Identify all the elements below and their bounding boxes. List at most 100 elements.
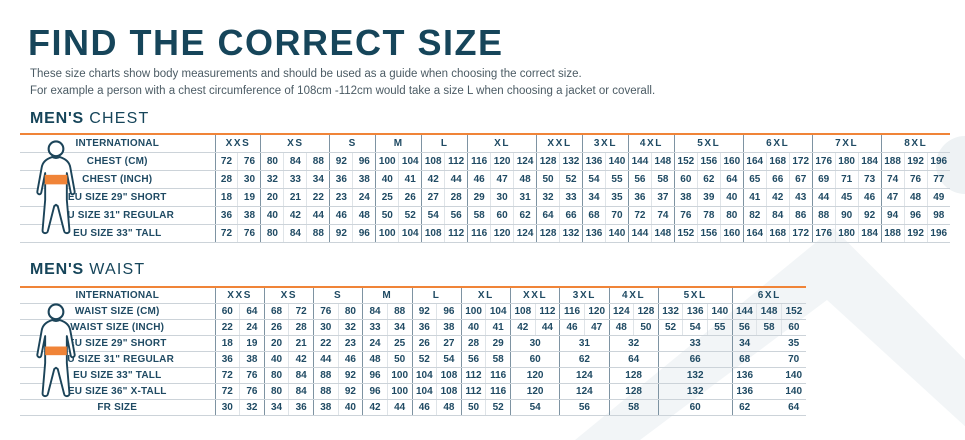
size-label: 3XL xyxy=(582,134,629,153)
waist-band-highlight xyxy=(45,346,67,356)
size-label: S xyxy=(329,134,376,153)
mens-waist-table: INTERNATIONAL XXS XS S M L XL XXL 3XL 4XL 5XL 6XL WA… xyxy=(20,286,806,416)
value-cell: 36 xyxy=(627,188,652,207)
value-cell: 64 xyxy=(239,303,265,320)
value-cell: 31 xyxy=(559,335,609,352)
value-cell: 22 xyxy=(306,188,330,207)
value-cell: 112 xyxy=(444,224,468,243)
size-label: 7XL xyxy=(811,134,882,153)
value-cell: 136 xyxy=(582,224,606,243)
value-cell: 26 xyxy=(263,319,289,336)
value-cell: 132 xyxy=(657,303,683,320)
value-cell: 96 xyxy=(352,152,376,171)
value-cell: 56 xyxy=(559,399,609,416)
value-cell: 52 xyxy=(398,206,422,225)
value-cell: 80 xyxy=(263,383,289,400)
value-cell: 64 xyxy=(536,206,560,225)
value-cell: 108 xyxy=(510,303,536,320)
value-cell: 47 xyxy=(490,170,514,189)
size-label: 5XL xyxy=(673,134,744,153)
value-cell: 100 xyxy=(386,367,412,384)
size-label: 4XL xyxy=(627,134,675,153)
value-cell: 148 xyxy=(650,224,675,243)
value-cell: 48 xyxy=(436,399,462,416)
value-cell: 33 xyxy=(559,188,583,207)
value-cell xyxy=(756,335,782,352)
value-cell: 54 xyxy=(582,170,606,189)
value-cell: 148 xyxy=(756,303,782,320)
value-cell: 168 xyxy=(765,152,790,171)
value-cell: 84 xyxy=(765,206,790,225)
value-cell: 34 xyxy=(731,335,757,352)
value-cell: 36 xyxy=(214,351,240,368)
value-cell: 132 xyxy=(559,224,583,243)
mens-waist-table-wrap: INTERNATIONAL XXS XS S M L XL XXL 3XL 4XL 5XL 6XL WA… xyxy=(20,286,806,416)
value-cell: 52 xyxy=(559,170,583,189)
value-cell: 60 xyxy=(490,206,514,225)
value-cell: 58 xyxy=(650,170,675,189)
page-title: FIND THE CORRECT SIZE xyxy=(28,22,504,63)
value-cell: 196 xyxy=(926,224,950,243)
value-cell: 156 xyxy=(696,152,721,171)
value-cell: 84 xyxy=(283,152,307,171)
value-cell: 68 xyxy=(582,206,606,225)
value-cell: 62 xyxy=(696,170,721,189)
value-cell: 136 xyxy=(731,383,757,400)
size-label: M xyxy=(375,134,422,153)
mens-chest-table-wrap: INTERNATIONAL XXS XS S M L XL XXL 3XL 4XL 5XL 6XL 7X… xyxy=(20,133,950,243)
value-cell: 36 xyxy=(288,399,314,416)
value-cell: 108 xyxy=(436,367,462,384)
value-cell: 84 xyxy=(362,303,388,320)
value-cell: 76 xyxy=(673,206,698,225)
value-cell: 21 xyxy=(288,335,314,352)
value-cell: 71 xyxy=(834,170,859,189)
value-cell: 72 xyxy=(214,224,238,243)
table-row: EU SIZE 36" X-TALL 72 76 80 84 88 92 96 100 104 10… xyxy=(20,383,806,400)
value-cell: 70 xyxy=(604,206,629,225)
value-cell: 128 xyxy=(633,303,659,320)
value-cell: 88 xyxy=(386,303,412,320)
value-cell: 24 xyxy=(362,335,388,352)
value-cell: 46 xyxy=(467,170,491,189)
value-cell: 18 xyxy=(214,335,240,352)
value-cell: 38 xyxy=(239,351,265,368)
table-row: CHEST (CM) 72 76 80 84 88 92 96 100 104 108 112 116 1… xyxy=(20,152,950,171)
value-cell: 96 xyxy=(362,367,388,384)
value-cell: 80 xyxy=(337,303,363,320)
value-cell: 172 xyxy=(788,224,813,243)
value-cell: 72 xyxy=(214,383,240,400)
value-cell: 34 xyxy=(582,188,606,207)
heading-light: WAIST xyxy=(89,261,146,278)
value-cell xyxy=(756,351,782,368)
value-cell: 84 xyxy=(283,224,307,243)
value-cell: 68 xyxy=(731,351,757,368)
value-cell: 76 xyxy=(237,224,261,243)
value-cell: 112 xyxy=(444,152,468,171)
value-cell: 41 xyxy=(485,319,511,336)
value-cell: 90 xyxy=(834,206,859,225)
value-cell: 40 xyxy=(260,206,284,225)
value-cell: 136 xyxy=(582,152,606,171)
value-cell: 58 xyxy=(756,319,782,336)
value-cell: 48 xyxy=(608,319,634,336)
size-label: XXL xyxy=(536,134,583,153)
value-cell xyxy=(756,383,782,400)
value-cell: 72 xyxy=(214,152,238,171)
value-cell: 50 xyxy=(536,170,560,189)
value-cell: 50 xyxy=(375,206,399,225)
value-cell: 108 xyxy=(421,152,445,171)
value-cell: 73 xyxy=(857,170,882,189)
value-cell: 120 xyxy=(490,152,514,171)
value-cell: 108 xyxy=(436,383,462,400)
mens-chest-table: INTERNATIONAL XXS XS S M L XL XXL 3XL 4XL 5XL 6XL 7X… xyxy=(20,133,950,243)
size-label: 5XL xyxy=(657,287,733,304)
value-cell xyxy=(756,399,782,416)
value-cell: 192 xyxy=(903,224,928,243)
value-cell: 52 xyxy=(411,351,437,368)
size-label: 6XL xyxy=(742,134,813,153)
value-cell: 24 xyxy=(352,188,376,207)
table-row: EU SIZE 33" TALL 72 76 80 84 88 92 96 100 104 108 1… xyxy=(20,367,806,384)
value-cell: 160 xyxy=(719,224,744,243)
value-cell: 86 xyxy=(788,206,813,225)
value-cell: 140 xyxy=(604,224,629,243)
